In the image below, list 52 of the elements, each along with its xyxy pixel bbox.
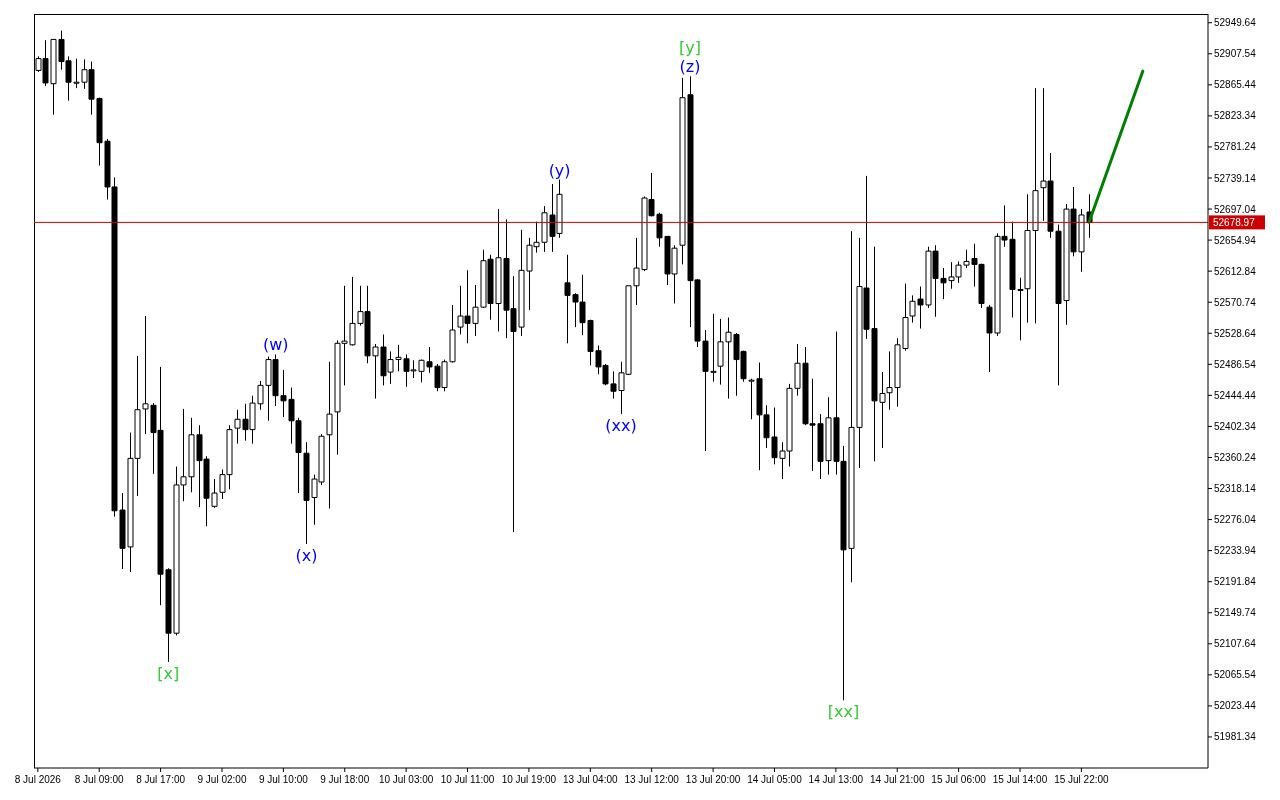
y-tick-label: 52823.34 (1214, 110, 1257, 122)
annotation: [x] (157, 663, 180, 683)
y-tick-label: 52697.04 (1214, 203, 1257, 215)
annotation: (y) (548, 160, 571, 180)
annotation: (x) (295, 545, 318, 565)
x-tick-label: 13 Jul 20:00 (685, 774, 741, 785)
annotation: [xx] (827, 702, 860, 722)
x-tick-label: 9 Jul 02:00 (197, 774, 247, 785)
x-tick-label: 14 Jul 21:00 (869, 774, 925, 785)
x-tick-label: 15 Jul 14:00 (992, 774, 1048, 785)
annotation: [y] (679, 38, 702, 58)
x-tick-label: 10 Jul 11:00 (440, 774, 495, 785)
y-tick-label: 52739.14 (1214, 172, 1257, 184)
annotation: (z) (679, 57, 701, 77)
y-tick-label: 52402.34 (1214, 420, 1257, 432)
x-tick-label: 15 Jul 06:00 (931, 774, 987, 785)
x-tick-label: 10 Jul 03:00 (378, 774, 434, 785)
y-tick-label: 52865.44 (1214, 79, 1257, 91)
y-tick-label: 52654.94 (1214, 234, 1257, 246)
y-tick-label: 52233.94 (1214, 545, 1257, 557)
y-tick-label: 52570.74 (1214, 296, 1257, 308)
x-tick-label: 9 Jul 10:00 (258, 774, 309, 785)
ref-line-label: 52678.97 (1213, 217, 1256, 229)
x-tick-label: 9 Jul 18:00 (320, 774, 370, 785)
y-tick-label: 52360.24 (1214, 452, 1257, 464)
annotation: (xx) (605, 416, 637, 436)
y-tick-label: 52318.14 (1214, 483, 1257, 495)
y-tick-label: 52023.44 (1214, 700, 1257, 712)
annotation: (w) (262, 335, 289, 355)
y-tick-label: 52149.74 (1214, 607, 1257, 619)
x-tick-label: 14 Jul 05:00 (747, 774, 803, 785)
x-tick-label: 15 Jul 22:00 (1054, 774, 1110, 785)
y-tick-label: 52949.64 (1214, 17, 1257, 29)
x-tick-label: 13 Jul 04:00 (563, 774, 618, 785)
y-tick-label: 52486.54 (1214, 358, 1257, 370)
x-tick-label: 8 Jul 17:00 (136, 774, 186, 785)
y-tick-label: 52107.64 (1214, 638, 1257, 650)
x-tick-label: 14 Jul 13:00 (808, 774, 864, 785)
y-tick-label: 52065.54 (1214, 669, 1257, 681)
x-tick-label: 13 Jul 12:00 (624, 774, 680, 785)
y-tick-label: 52528.64 (1214, 327, 1257, 339)
y-tick-label: 51981.34 (1214, 731, 1257, 743)
y-tick-label: 52781.24 (1214, 141, 1257, 153)
x-tick-label: 8 Jul 09:00 (74, 774, 125, 785)
y-tick-label: 52191.84 (1214, 576, 1257, 588)
x-tick-label: 10 Jul 19:00 (501, 774, 557, 785)
x-tick-label: 8 Jul 2026 (14, 774, 62, 785)
candlestick (326, 361, 333, 510)
y-tick-label: 52612.84 (1214, 265, 1257, 277)
y-tick-label: 52907.54 (1214, 48, 1257, 60)
y-tick-label: 52444.44 (1214, 389, 1257, 401)
y-tick-label: 52276.04 (1214, 514, 1257, 526)
